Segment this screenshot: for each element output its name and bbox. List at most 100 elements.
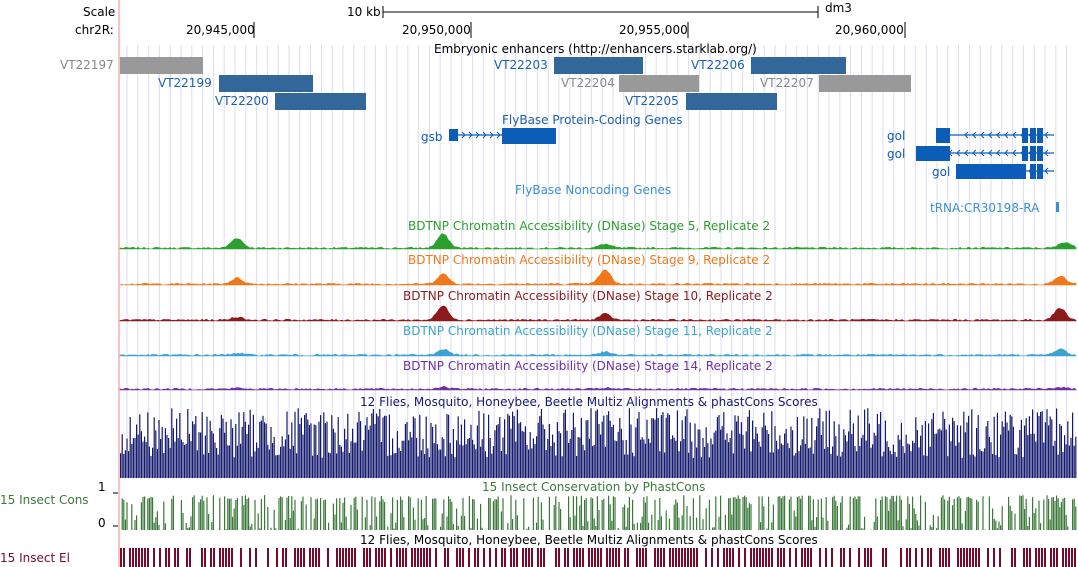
protein-coding-track-title[interactable]: FlyBase Protein-Coding Genes [502, 113, 683, 127]
multiz-bar [929, 446, 931, 478]
multiz-bar [369, 425, 371, 478]
enhancer-label[interactable]: VT22204 [561, 76, 615, 90]
conserved-element [420, 548, 422, 567]
multiz-track-title[interactable]: 12 Flies, Mosquito, Honeybee, Beetle Mul… [360, 395, 818, 409]
conserved-element [399, 548, 401, 567]
multiz-bar [726, 433, 728, 478]
multiz-bar [814, 440, 816, 478]
enhancer-label[interactable]: VT22203 [494, 58, 548, 72]
conserved-element [303, 548, 305, 567]
phastcons-bar [912, 496, 914, 530]
phastcons-bar [976, 499, 978, 530]
multiz-bar [785, 429, 787, 478]
phastcons-bar [440, 526, 442, 530]
phastcons-bar [676, 502, 678, 530]
dnase-track-title[interactable]: BDTNP Chromatin Accessibility (DNase) St… [403, 289, 773, 303]
phastcons-bar [275, 528, 277, 530]
multiz-bar [147, 412, 149, 478]
phastcons-bar [772, 504, 774, 530]
phastcons-bar [396, 499, 398, 530]
phastcons-bar [153, 522, 155, 530]
dnase-track-title[interactable]: BDTNP Chromatin Accessibility (DNase) St… [408, 219, 771, 233]
phastcons-bar [736, 498, 738, 530]
phastcons-bar [235, 499, 237, 530]
strand-arrow [461, 131, 466, 139]
multiz-bar [937, 429, 939, 478]
multiz-bar [611, 427, 613, 478]
multiz-bar [849, 409, 851, 478]
phastcons-bar [889, 499, 891, 530]
phastcons-track-title[interactable]: 15 Insect Conservation by PhastCons [482, 480, 706, 494]
enhancer-label[interactable]: VT22205 [625, 94, 679, 108]
phastcons-bar [185, 523, 187, 530]
phastcons-bar [361, 496, 363, 530]
enhancer-track-title[interactable]: Embryonic enhancers (http://enhancers.st… [434, 42, 757, 56]
multiz-bar [1064, 435, 1066, 478]
phastcons-bar [948, 496, 950, 530]
phastcons-bar [894, 501, 896, 530]
conserved-element [459, 548, 461, 567]
phastcons-bar [441, 513, 443, 530]
phastcons-bar [481, 527, 483, 530]
strand-arrow [980, 167, 985, 175]
multiz-bar [680, 441, 682, 478]
dnase-track-title[interactable]: BDTNP Chromatin Accessibility (DNase) St… [408, 253, 771, 267]
multiz-bar [812, 453, 814, 478]
gene-label-gol[interactable]: gol [887, 129, 906, 143]
trna-label[interactable]: tRNA:CR30198-RA [930, 201, 1040, 215]
enhancer-label[interactable]: VT22199 [158, 76, 212, 90]
multiz-bar [361, 450, 363, 478]
multiz-bar [124, 450, 126, 478]
multiz-bar [281, 436, 283, 478]
multiz-bar [368, 429, 370, 478]
gene-label-gsb[interactable]: gsb [421, 130, 443, 144]
noncoding-track-title[interactable]: FlyBase Noncoding Genes [515, 183, 672, 197]
enhancer-label[interactable]: VT22207 [760, 76, 814, 90]
multiz-bar [638, 411, 640, 478]
conserved-element [825, 548, 827, 567]
conserved-element [729, 548, 731, 567]
enhancer-block [751, 57, 846, 74]
multiz-bar [353, 442, 355, 478]
enhancer-label[interactable]: VT22206 [691, 58, 745, 72]
gene-label-gol[interactable]: gol [887, 147, 906, 161]
multiz-bar [548, 423, 550, 478]
phastcons-side-label[interactable]: 15 Insect Cons [0, 493, 89, 507]
multiz-bar [164, 428, 166, 478]
enhancer-label[interactable]: VT22197 [60, 58, 114, 72]
phastcons-bar [715, 496, 717, 530]
phastcons-bar [323, 500, 325, 530]
multiz-bar [561, 456, 563, 478]
multiz-bar [1014, 453, 1016, 478]
multiz-bar [774, 426, 776, 478]
phastcons-bar [148, 498, 150, 530]
dnase-track-title[interactable]: BDTNP Chromatin Accessibility (DNase) St… [403, 324, 773, 338]
conserved-element [213, 548, 215, 567]
multiz-bar [683, 438, 685, 478]
phastcons-bar [345, 516, 347, 530]
phastcons-bar [427, 525, 429, 530]
multiz-bar [934, 433, 936, 478]
phastcons-bar [510, 495, 512, 530]
conserved-element [609, 548, 611, 567]
phastcons-bar [644, 502, 646, 530]
conserved-element [1044, 548, 1046, 567]
elements-side-label[interactable]: 15 Insect El [0, 551, 70, 565]
multiz-bar [248, 424, 250, 478]
phastcons-bar [369, 525, 371, 530]
gene-label-gol[interactable]: gol [932, 165, 951, 179]
dnase-track-title[interactable]: BDTNP Chromatin Accessibility (DNase) St… [403, 359, 773, 373]
multiz-bar [291, 422, 293, 478]
multiz-bar [748, 410, 750, 478]
multiz-bar [848, 431, 850, 478]
phastcons-bar [142, 496, 144, 530]
multiz-bar [851, 434, 853, 478]
conserved-element [1035, 548, 1037, 567]
phastcons-bar [846, 527, 848, 530]
multiz-bar [995, 455, 997, 478]
elements-track-title[interactable]: 12 Flies, Mosquito, Honeybee, Beetle Mul… [360, 533, 818, 547]
enhancer-label[interactable]: VT22200 [215, 94, 269, 108]
multiz-bar [257, 447, 259, 478]
